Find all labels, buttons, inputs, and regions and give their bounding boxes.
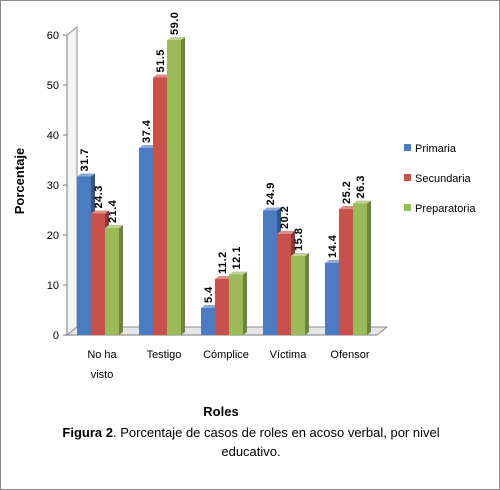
bar-front	[277, 234, 291, 335]
y-tick-label: 10	[47, 280, 59, 292]
bar-top	[263, 207, 281, 211]
y-tick-label: 0	[53, 330, 59, 342]
y-axis-ticks: 0 10 20 30 40 50 60	[47, 30, 67, 342]
data-label: 5.4	[203, 286, 215, 303]
category-label: Víctima	[270, 349, 308, 361]
bar-front	[153, 77, 167, 335]
bars	[77, 37, 371, 335]
side-wall	[66, 25, 78, 337]
bar-front	[215, 279, 229, 335]
bar-side	[305, 253, 309, 335]
bar-side	[243, 271, 247, 335]
y-tick-label: 50	[47, 80, 59, 92]
bar-top	[77, 173, 95, 177]
data-label: 51.5	[155, 49, 167, 72]
y-tick-label: 40	[47, 130, 59, 142]
y-tick-label: 30	[47, 180, 59, 192]
bar-front	[339, 209, 353, 335]
bar-front	[91, 213, 105, 335]
data-label: 26.3	[355, 175, 367, 198]
data-labels: 31.724.321.437.451.559.05.411.2 12.124.92…	[79, 12, 367, 303]
bar-top	[153, 74, 171, 78]
data-label: 14.4	[327, 234, 339, 258]
bar-front	[325, 263, 339, 335]
legend-swatch	[404, 174, 411, 181]
figure-caption: Figura 2. Porcentaje de casos de roles e…	[31, 423, 471, 461]
legend-swatch	[404, 204, 411, 211]
data-label: 20.2	[279, 206, 291, 229]
bar-front	[139, 148, 153, 335]
data-label: 31.7	[79, 148, 91, 171]
bar-front	[201, 308, 215, 335]
data-label: 11.2	[217, 251, 229, 274]
bar-front	[167, 40, 181, 335]
legend: Primaria Secundaria Preparatoria	[404, 143, 476, 215]
category-label: No ha	[87, 349, 117, 361]
figure-label: Figura 2	[62, 425, 113, 440]
legend-entry: Preparatoria	[415, 203, 476, 215]
data-label: 59.0	[169, 12, 181, 35]
bar-top	[91, 210, 109, 214]
legend-swatch	[404, 144, 411, 151]
bar	[105, 225, 123, 335]
bar-front	[229, 274, 243, 335]
bar-top	[215, 276, 233, 279]
y-tick-label: 20	[47, 230, 59, 242]
bar	[167, 37, 185, 335]
category-label: Ofensor	[330, 349, 369, 361]
bar	[291, 253, 309, 335]
caption-text: . Porcentaje de casos de roles en acoso …	[112, 425, 440, 459]
bar-front	[353, 203, 367, 335]
bar-top	[229, 271, 247, 275]
category-label: visto	[91, 369, 114, 381]
y-tick-label: 60	[47, 30, 59, 42]
bar-front	[263, 210, 277, 335]
bar-side	[181, 37, 185, 335]
bar-side	[119, 225, 123, 335]
bar-top	[201, 305, 219, 308]
data-label: 24.3	[93, 185, 105, 208]
bar-front	[291, 256, 305, 335]
bar-front	[105, 228, 119, 335]
data-label: 21.4	[107, 199, 119, 223]
x-axis-labels: No ha visto Testigo Cómplice Víctima Ofensor	[87, 349, 370, 381]
data-label: 25.2	[341, 181, 353, 204]
y-axis-title: Porcentaje	[12, 148, 27, 214]
data-label: 37.4	[141, 119, 153, 143]
bar-chart: 0 10 20 30 40 50 60 31.7 24.321.4 37.4 51.5 59.0 5.…	[12, 12, 476, 419]
bar-top	[339, 206, 357, 209]
bar-top	[167, 37, 185, 40]
bar-top	[277, 231, 295, 234]
category-label: Cómplice	[203, 349, 249, 361]
legend-entry: Secundaria	[415, 173, 472, 185]
bar-top	[139, 145, 157, 148]
bar-top	[325, 260, 343, 263]
bar	[353, 200, 371, 335]
data-label: 24.9	[265, 182, 277, 205]
data-label: 12.1	[231, 246, 243, 269]
bar-top	[353, 200, 371, 204]
legend-entry: Primaria	[415, 143, 457, 155]
x-axis-title: Roles	[203, 404, 238, 419]
bar-front	[77, 176, 91, 335]
data-label: 15.8	[293, 228, 305, 251]
category-label: Testigo	[147, 349, 182, 361]
bar-top	[291, 253, 309, 256]
bar-top	[105, 225, 123, 228]
bar	[229, 271, 247, 335]
bar-side	[367, 200, 371, 335]
